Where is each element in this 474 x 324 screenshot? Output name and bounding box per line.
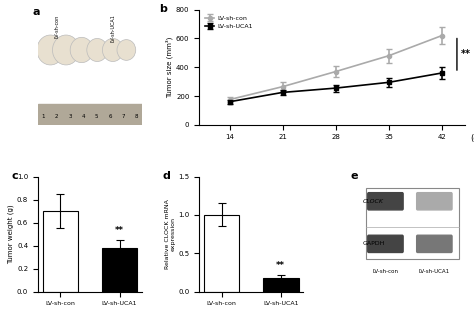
Text: 8: 8	[135, 114, 138, 119]
Legend: LV-sh-con, LV-sh-UCA1: LV-sh-con, LV-sh-UCA1	[202, 13, 255, 32]
Bar	[102, 248, 137, 292]
Text: 5: 5	[95, 114, 99, 119]
Bar	[204, 215, 239, 292]
Text: LV-sh-UCA1: LV-sh-UCA1	[110, 14, 115, 42]
Text: LV-sh-con: LV-sh-con	[373, 269, 399, 273]
Text: 6: 6	[108, 114, 112, 119]
Text: **: **	[276, 261, 285, 270]
Y-axis label: Relative CLOCK mRNA
expression: Relative CLOCK mRNA expression	[164, 199, 175, 269]
Circle shape	[117, 40, 136, 60]
Circle shape	[70, 37, 93, 63]
Text: 4: 4	[82, 114, 85, 119]
Text: CLOCK: CLOCK	[363, 199, 383, 204]
Text: LV-sh-con: LV-sh-con	[54, 14, 59, 38]
FancyBboxPatch shape	[417, 235, 452, 252]
Text: GAPDH: GAPDH	[363, 241, 385, 246]
Circle shape	[102, 39, 123, 62]
Y-axis label: Tumor weight (g): Tumor weight (g)	[8, 204, 14, 264]
Text: **: **	[115, 226, 124, 235]
Text: **: **	[461, 49, 471, 59]
Text: d: d	[163, 171, 171, 181]
Text: b: b	[159, 4, 167, 14]
Text: c: c	[12, 171, 18, 181]
FancyBboxPatch shape	[417, 193, 452, 210]
Bar	[365, 188, 459, 260]
Y-axis label: Tumor size (mm³): Tumor size (mm³)	[166, 37, 173, 98]
Bar	[38, 104, 142, 125]
Text: 3: 3	[68, 114, 72, 119]
Circle shape	[37, 35, 64, 65]
Text: 7: 7	[122, 114, 125, 119]
Text: 1: 1	[41, 114, 45, 119]
Text: (d): (d)	[470, 134, 474, 143]
Text: LV-sh-UCA1: LV-sh-UCA1	[419, 269, 450, 273]
Bar	[263, 278, 299, 292]
Text: a: a	[33, 7, 40, 17]
Bar	[43, 211, 78, 292]
FancyBboxPatch shape	[368, 235, 403, 252]
FancyBboxPatch shape	[368, 193, 403, 210]
Circle shape	[53, 35, 80, 65]
Text: 2: 2	[55, 114, 58, 119]
Circle shape	[87, 39, 108, 62]
Text: e: e	[350, 171, 357, 181]
